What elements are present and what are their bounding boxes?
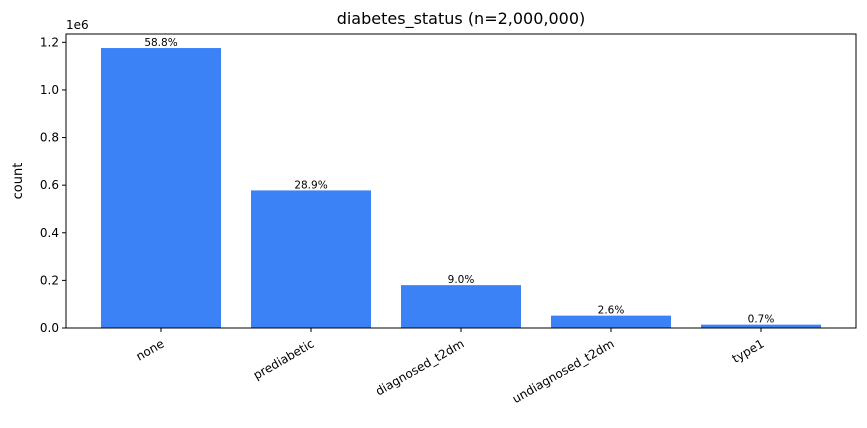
y-tick-label: 0.6	[40, 178, 59, 192]
x-tick-label-prediabetic: prediabetic	[251, 336, 317, 382]
y-axis-label: count	[11, 163, 26, 200]
data-label-prediabetic: 28.9%	[294, 179, 327, 191]
x-tick-label-type1: type1	[730, 336, 767, 365]
y-tick-label: 0.8	[40, 131, 59, 145]
bar-type1	[701, 324, 821, 328]
data-label-type1: 0.7%	[748, 314, 775, 326]
data-label-diagnosed_t2dm: 9.0%	[448, 274, 475, 286]
x-axis: none prediabetic diagnosed_t2dm undiagnosed…	[134, 328, 767, 406]
chart-title: diabetes_status (n=2,000,000)	[337, 9, 586, 29]
y-tick-label: 1.0	[40, 83, 59, 97]
x-tick-label-diagnosed_t2dm: diagnosed_t2dm	[373, 336, 466, 398]
bar-diagnosed_t2dm	[401, 285, 521, 328]
y-axis-offset-label: 1e6	[66, 18, 89, 32]
data-label-undiagnosed_t2dm: 2.6%	[598, 305, 625, 317]
x-tick-label-undiagnosed_t2dm: undiagnosed_t2dm	[510, 336, 617, 406]
bar-prediabetic	[251, 190, 371, 328]
y-tick-label: 0.0	[40, 321, 59, 335]
bars-group	[101, 48, 821, 328]
bar-undiagnosed_t2dm	[551, 315, 671, 328]
y-axis: 0.0 0.2 0.4 0.6 0.8 1.0 1.2	[40, 35, 66, 335]
plot-frame	[65, 33, 857, 329]
x-tick-label-none: none	[134, 336, 167, 363]
y-tick-label: 0.4	[40, 226, 59, 240]
y-tick-label: 1.2	[40, 35, 59, 49]
y-tick-label: 0.2	[40, 273, 59, 287]
data-label-none: 58.8%	[144, 37, 177, 49]
data-labels-group: 58.8% 28.9% 9.0% 2.6% 0.7%	[144, 37, 774, 326]
bar-none	[101, 48, 221, 328]
